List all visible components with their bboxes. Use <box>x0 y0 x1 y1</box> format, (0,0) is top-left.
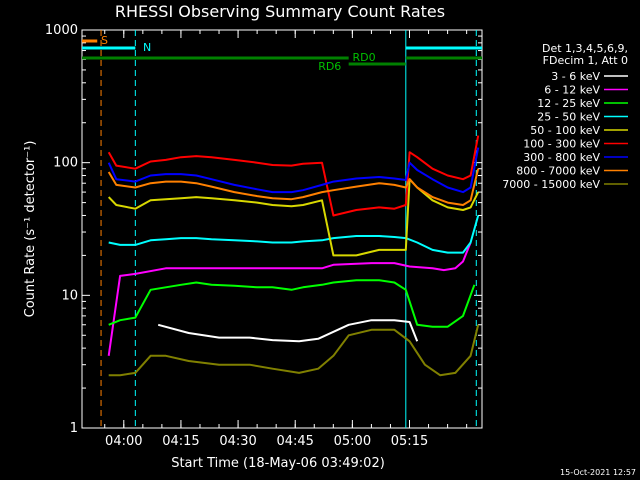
legend-entry-label: 800 - 7000 keV <box>516 165 600 178</box>
legend-entry-label: 12 - 25 keV <box>537 97 600 110</box>
x-axis: 04:00 04:15 04:30 04:45 05:00 05:15 <box>104 30 468 449</box>
mode-markers: S N RD0 RD6 <box>82 30 482 428</box>
plot-frame <box>81 29 483 429</box>
x-tick-label: 05:00 <box>334 434 371 449</box>
legend-entry-label: 3 - 6 keV <box>551 70 600 83</box>
legend-entry-label: 6 - 12 keV <box>544 84 600 97</box>
y-tick-label: 1000 <box>45 23 78 38</box>
series-line-3 <box>108 279 476 328</box>
legend-entry-label: 7000 - 15000 keV <box>502 178 600 191</box>
y-tick-label: 100 <box>53 156 78 171</box>
x-axis-label: Start Time (18-May-06 03:49:02) <box>171 456 385 471</box>
rd0-label: RD0 <box>352 51 375 64</box>
series-line-7 <box>107 147 480 194</box>
legend-header-line: FDecim 1, Att 0 <box>543 54 628 67</box>
y-axis-label: Count Rate (s⁻¹ detector⁻¹) <box>23 141 38 318</box>
chart-title: RHESSI Observing Summary Count Rates <box>115 2 445 21</box>
legend: Det 1,3,4,5,6,9,FDecim 1, Att 0 3 - 6 keV… <box>502 42 628 191</box>
y-tick-label: 10 <box>61 288 78 303</box>
footer-timestamp: 15-Oct-2021 12:57 <box>560 468 636 477</box>
legend-entry-label: 50 - 100 keV <box>530 124 600 137</box>
series-line-8 <box>107 168 480 206</box>
legend-entry-label: 300 - 800 keV <box>523 151 600 164</box>
series-line-2 <box>107 242 472 356</box>
series-line-4 <box>108 215 480 254</box>
rd6-label: RD6 <box>318 60 341 73</box>
x-tick-label: 05:15 <box>391 434 428 449</box>
x-tick-label: 04:30 <box>219 434 256 449</box>
x-tick-label: 04:15 <box>162 434 199 449</box>
series-line-1 <box>157 319 419 343</box>
x-tick-label: 04:00 <box>105 434 142 449</box>
s-label: S <box>101 34 108 47</box>
series-line-6 <box>107 135 480 217</box>
x-tick-label: 04:45 <box>276 434 313 449</box>
series-line-9 <box>108 324 480 377</box>
legend-header-line: Det 1,3,4,5,6,9, <box>542 42 628 55</box>
series-line-5 <box>107 178 480 257</box>
legend-entry-label: 25 - 50 keV <box>537 111 600 124</box>
y-tick-label: 1 <box>70 421 78 436</box>
y-axis: 1 10 100 1000 <box>45 23 482 436</box>
n-label: N <box>143 41 151 54</box>
legend-entry-label: 100 - 300 keV <box>523 138 600 151</box>
series-lines <box>107 135 480 377</box>
